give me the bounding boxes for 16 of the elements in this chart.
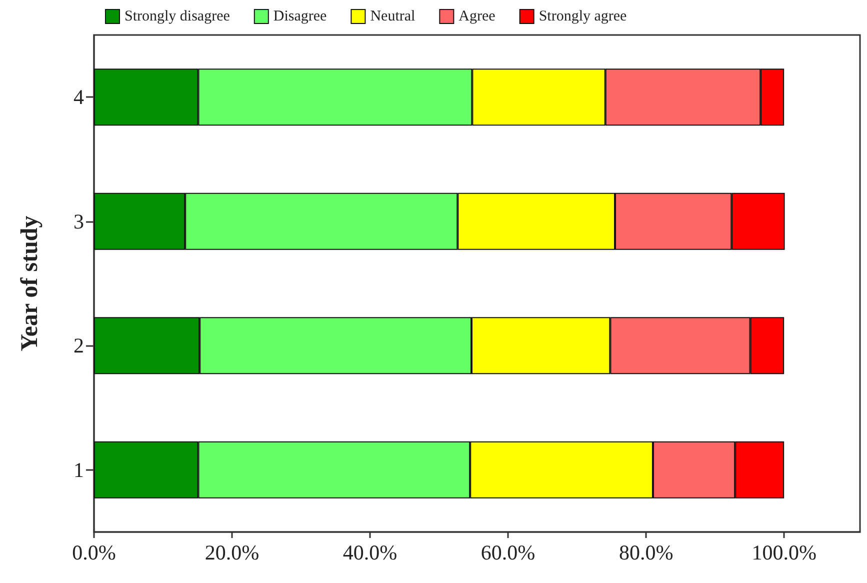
legend-label: Strongly disagree [124, 8, 230, 24]
legend-label: Strongly agree [538, 8, 628, 24]
x-tick-label: 20.0% [204, 540, 260, 564]
x-tick-label: 80.0% [618, 540, 674, 564]
legend-label: Disagree [273, 8, 328, 24]
y-axis-title: Year of study [17, 216, 43, 352]
legend-label: Agree [458, 8, 496, 24]
y-tick-label: 4 [74, 85, 84, 110]
x-tick-label: 40.0% [342, 540, 398, 564]
x-tick-label: 60.0% [480, 540, 536, 564]
x-tick-label: 0.0% [72, 540, 116, 564]
y-tick-label: 2 [74, 334, 84, 358]
x-tick-label: 100.0% [752, 540, 816, 564]
y-tick-label: 1 [74, 458, 84, 482]
legend-label: Neutral [370, 8, 416, 24]
y-tick-label: 3 [74, 209, 84, 234]
